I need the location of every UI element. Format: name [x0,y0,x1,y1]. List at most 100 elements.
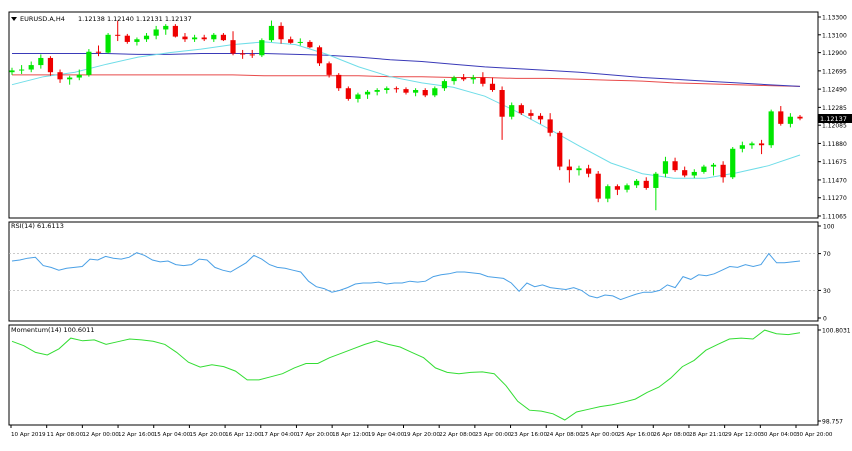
candle[interactable] [422,88,428,98]
candle[interactable] [585,164,592,178]
candle[interactable] [643,177,649,190]
time-tick-label: 12 Apr 00:00 [82,432,119,438]
candle[interactable] [288,36,294,44]
candle[interactable] [672,157,678,172]
candle[interactable] [720,161,726,183]
candle[interactable] [345,86,351,101]
candle[interactable] [67,75,73,85]
candle[interactable] [595,171,601,203]
triangle-down-icon[interactable] [11,17,17,21]
candle[interactable] [163,24,169,35]
candle[interactable] [95,45,102,57]
candle[interactable] [499,86,505,140]
candle[interactable] [76,69,82,81]
candle-body [364,91,371,95]
candle[interactable] [230,31,236,56]
candle[interactable] [682,166,688,178]
candle[interactable] [86,49,92,77]
candle[interactable] [634,179,640,188]
candle[interactable] [710,163,717,176]
candle[interactable] [547,113,553,137]
candle[interactable] [518,103,524,115]
candle[interactable] [364,90,371,99]
candle[interactable] [576,165,582,176]
momentum-pane[interactable] [8,324,819,426]
candle[interactable] [316,45,323,66]
candle-body [316,47,323,64]
candle[interactable] [739,141,745,153]
candle[interactable] [451,75,457,85]
candle[interactable] [9,67,15,75]
candle[interactable] [480,72,486,87]
candle[interactable] [461,73,467,82]
candle[interactable] [691,169,697,179]
candle[interactable] [537,113,544,124]
price-pane[interactable] [8,11,819,219]
candle[interactable] [182,33,188,42]
candle[interactable] [624,183,630,193]
candle[interactable] [336,73,342,91]
candle[interactable] [768,109,774,148]
candle[interactable] [278,22,284,44]
candle[interactable] [432,86,438,98]
candle[interactable] [220,33,227,42]
candle[interactable] [240,49,246,59]
candle[interactable] [297,38,303,46]
candle[interactable] [374,88,380,96]
candle[interactable] [201,34,207,42]
price-tick-label: 1.11470 [822,177,847,184]
candle[interactable] [470,74,476,84]
candle[interactable] [326,61,332,78]
candle[interactable] [509,102,515,120]
candle[interactable] [19,65,25,74]
candle[interactable] [393,86,399,93]
candle[interactable] [172,24,178,38]
candle-body [595,173,601,199]
symbol-caption: EURUSD.A,H4 [20,15,65,23]
candle[interactable] [47,56,54,76]
candle[interactable] [653,171,659,211]
candle[interactable] [557,130,563,171]
rsi-tick-label: 0 [823,316,827,323]
candle[interactable] [28,61,34,73]
candle[interactable] [124,33,130,44]
candle[interactable] [797,114,803,121]
candle[interactable] [268,20,275,42]
current-price-tag: 1.12137 [818,114,852,123]
candle[interactable] [614,184,621,196]
candle[interactable] [403,87,409,95]
candle[interactable] [191,34,198,42]
candle[interactable] [38,54,44,69]
time-tick-label: 17 Apr 20:00 [296,432,333,438]
candle[interactable] [758,139,765,155]
candle[interactable] [143,33,150,42]
candle[interactable] [57,69,63,83]
candle[interactable] [605,184,611,203]
candle[interactable] [249,49,255,58]
candle[interactable] [211,33,217,42]
candle[interactable] [701,164,707,174]
candle[interactable] [566,159,572,183]
candle[interactable] [134,37,140,46]
rsi-pane[interactable] [8,221,819,322]
candle[interactable] [787,113,793,128]
candle[interactable] [662,156,669,178]
candle[interactable] [115,20,121,42]
price-tick-label: 1.11270 [822,195,847,202]
candle[interactable] [413,88,419,97]
candle[interactable] [489,77,496,92]
candle[interactable] [441,79,448,91]
candle[interactable] [105,33,111,54]
time-tick-label: 15 Apr 20:00 [189,432,226,438]
candle[interactable] [749,141,755,149]
candle[interactable] [384,86,390,94]
candle[interactable] [528,109,534,120]
candle[interactable] [307,40,313,49]
candle-body [182,36,188,40]
candle[interactable] [153,25,159,40]
candle[interactable] [355,92,361,103]
candle[interactable] [730,146,736,180]
candle[interactable] [778,106,784,126]
candle[interactable] [259,38,265,58]
